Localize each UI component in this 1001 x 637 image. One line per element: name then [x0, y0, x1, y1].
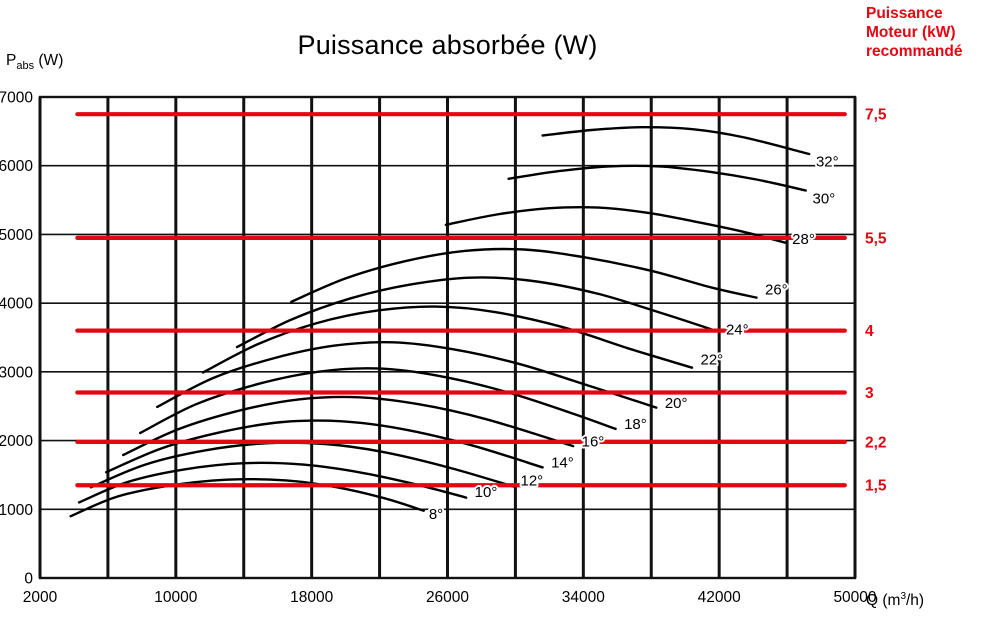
- motor-power-label-7.5kw: 7,5: [865, 107, 887, 124]
- curve-angle-label-10deg: 10°: [475, 484, 498, 501]
- page-title: Puissance absorbée (W): [297, 30, 598, 60]
- curve-angle-label-28deg: 28°: [792, 231, 815, 248]
- power-curve-10deg: [77, 461, 468, 504]
- y-tick-label: 2000: [0, 433, 33, 450]
- motor-power-note: Puissance Moteur (kW) recommandé: [866, 5, 1000, 62]
- power-curve-14deg: [105, 419, 544, 474]
- power-curve-16deg: [122, 395, 575, 457]
- curve-angle-label-16deg: 16°: [582, 433, 605, 450]
- x-tick-label: 50000: [833, 589, 876, 606]
- x-tick-label: 34000: [562, 589, 605, 606]
- motor-note-line-3: recommandé: [866, 42, 963, 60]
- x-axis-prefix: Q (m: [866, 592, 901, 610]
- x-axis-suffix: /h): [906, 592, 925, 610]
- x-tick-label: 18000: [290, 589, 333, 606]
- motor-power-label-3kw: 3: [865, 385, 874, 402]
- curve-angle-label-24deg: 24°: [726, 321, 749, 338]
- curve-angle-label-18deg: 18°: [624, 416, 647, 433]
- x-tick-label: 10000: [154, 589, 197, 606]
- curve-angle-label-20deg: 20°: [665, 395, 688, 412]
- curve-angle-label-22deg: 22°: [700, 351, 723, 368]
- curve-angle-label-12deg: 12°: [521, 472, 544, 489]
- motor-power-label-5.5kw: 5,5: [865, 230, 887, 247]
- y-tick-label: 5000: [0, 227, 33, 244]
- power-curve-28deg: [444, 205, 787, 244]
- curve-angle-label-8deg: 8°: [429, 506, 443, 523]
- y-axis-subscript: abs: [16, 60, 35, 73]
- y-tick-label: 6000: [0, 158, 33, 175]
- motor-note-line-1: Puissance: [866, 5, 943, 22]
- x-axis-title: Q (m3/h): [866, 591, 924, 610]
- x-tick-label: 42000: [698, 589, 741, 606]
- power-curve-24deg: [235, 276, 719, 349]
- plot-frame: [38, 95, 857, 580]
- motor-note-line-2: Moteur (kW): [866, 23, 956, 41]
- curve-angle-label-30deg: 30°: [813, 191, 836, 208]
- y-axis-unit: (W): [34, 52, 64, 69]
- y-tick-label: 1000: [0, 502, 33, 519]
- power-curve-26deg: [290, 247, 758, 303]
- y-tick-label: 4000: [0, 296, 33, 313]
- curve-angle-label-14deg: 14°: [551, 455, 574, 472]
- power-curve-32deg: [541, 125, 811, 156]
- power-curve-18deg: [139, 367, 617, 435]
- curve-angle-label-26deg: 26°: [765, 281, 788, 298]
- motor-power-label-1.5kw: 1,5: [865, 478, 887, 495]
- y-axis-title: Pabs (W): [6, 52, 63, 72]
- power-curve-22deg: [201, 305, 694, 374]
- x-tick-label: 26000: [426, 589, 469, 606]
- power-curve-20deg: [156, 340, 658, 409]
- y-axis-symbol: P: [6, 52, 17, 69]
- motor-power-label-4kw: 4: [865, 323, 874, 340]
- y-tick-label: 0: [24, 571, 33, 588]
- x-tick-label: 2000: [23, 589, 58, 606]
- motor-power-label-2.2kw: 2,2: [865, 434, 887, 451]
- y-tick-label: 7000: [0, 90, 33, 107]
- power-curve-8deg: [69, 478, 425, 518]
- y-tick-label: 3000: [0, 364, 33, 381]
- x-axis-superscript: 3: [900, 591, 906, 602]
- power-curve-30deg: [507, 164, 807, 192]
- curve-angle-label-32deg: 32°: [816, 154, 839, 171]
